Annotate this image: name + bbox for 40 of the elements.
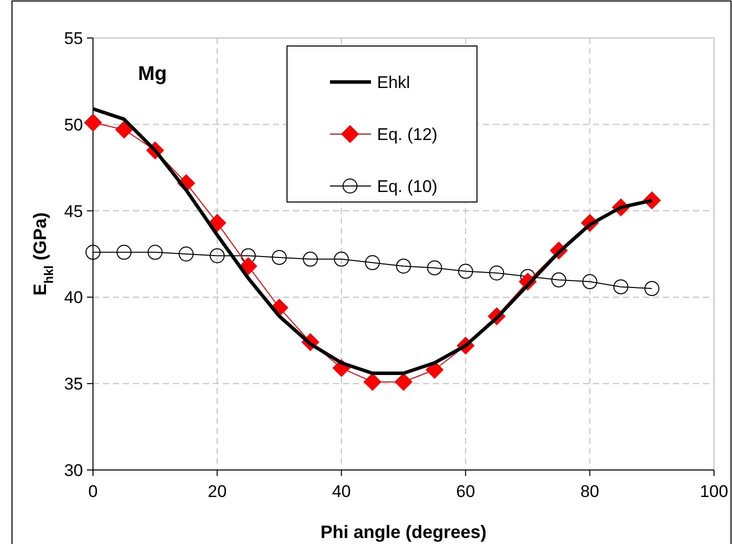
y-tick-label: 40 — [64, 288, 83, 308]
point — [84, 114, 102, 132]
y-tick-label: 35 — [64, 374, 83, 394]
point — [334, 252, 349, 267]
legend-label: Eq. (10) — [377, 177, 438, 196]
legend-label: Eq. (12) — [377, 125, 438, 144]
point — [210, 248, 225, 264]
x-axis-title: Phi angle (degrees) — [320, 522, 487, 542]
y-tick-label: 45 — [64, 202, 83, 221]
x-tick-label: 60 — [456, 482, 476, 501]
legend-label: Ehkl — [377, 73, 410, 92]
y-tick-label: 55 — [64, 29, 83, 48]
point — [427, 260, 442, 276]
point — [613, 279, 628, 294]
x-tick-label: 0 — [88, 482, 98, 501]
point — [363, 372, 382, 391]
x-tick-label: 20 — [208, 482, 227, 501]
point — [582, 274, 598, 290]
point — [489, 266, 504, 281]
point — [302, 252, 318, 267]
point — [240, 248, 256, 264]
point — [272, 250, 287, 265]
point — [458, 264, 474, 279]
point — [148, 244, 163, 260]
point — [86, 244, 100, 260]
annotation: Mg — [138, 63, 167, 85]
point — [364, 255, 380, 270]
point — [551, 272, 566, 288]
point — [644, 281, 660, 296]
point — [116, 244, 132, 260]
x-tick-label: 80 — [580, 482, 600, 501]
y-tick-label: 30 — [64, 461, 83, 480]
point — [115, 120, 134, 139]
point — [396, 258, 411, 274]
point — [394, 372, 412, 391]
x-tick-label: 40 — [332, 482, 351, 501]
x-tick-label: 100 — [700, 482, 728, 501]
point — [178, 246, 194, 262]
y-tick-label: 50 — [64, 115, 83, 134]
point — [239, 257, 258, 276]
